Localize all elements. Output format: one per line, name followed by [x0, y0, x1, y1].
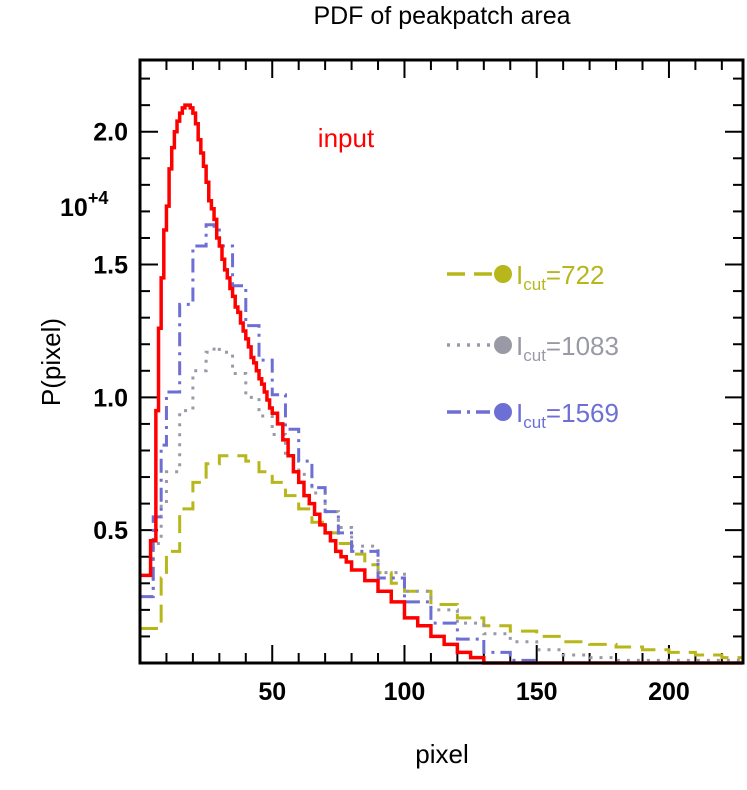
legend-label-base: I	[516, 260, 523, 290]
x-tick-label: 100	[384, 678, 426, 706]
legend-label-sub: cut	[523, 346, 546, 365]
x-ticks: 50 100 150 200	[165, 60, 723, 706]
legend-marker	[494, 265, 512, 283]
y-tick-label: 1.0	[93, 384, 128, 412]
legend-label-value: =1083	[546, 331, 619, 361]
series-group	[140, 103, 743, 665]
y-ticks: 0.5 1.0 1.5 2.0	[93, 77, 743, 638]
x-tick-label: 50	[258, 678, 286, 706]
x-tick-label: 150	[516, 678, 558, 706]
x-tick-label: 200	[648, 678, 690, 706]
legend-label-base: I	[516, 398, 523, 428]
legend-label-value: =722	[546, 260, 605, 290]
legend-label: Icut=1083	[516, 331, 619, 365]
y-multiplier-base: 10	[60, 194, 88, 222]
y-multiplier: 10+4	[60, 188, 108, 222]
legend-label: Icut=722	[516, 260, 605, 294]
y-tick-label: 2.0	[93, 119, 128, 147]
annotation-input: input	[318, 123, 375, 153]
legend-label: Icut=1569	[516, 398, 619, 432]
y-tick-label: 0.5	[93, 517, 128, 545]
y-tick-label: 1.5	[93, 252, 128, 280]
y-axis-label: P(pixel)	[36, 318, 66, 406]
series-line-i-cut-722	[140, 454, 743, 660]
legend-marker	[494, 336, 512, 354]
x-axis-label: pixel	[415, 739, 468, 769]
series-line-i-cut-1569	[140, 223, 743, 665]
legend-label-sub: cut	[523, 413, 546, 432]
legend-label-base: I	[516, 331, 523, 361]
y-multiplier-exponent: +4	[88, 188, 109, 208]
plot-frame	[138, 58, 745, 665]
series-line-input	[140, 103, 743, 665]
series-line-i-cut-1083	[140, 345, 743, 662]
chart-title: PDF of peakpatch area	[313, 2, 570, 30]
legend-marker	[494, 403, 512, 421]
legend-label-value: =1569	[546, 398, 619, 428]
legend-label-sub: cut	[523, 275, 546, 294]
